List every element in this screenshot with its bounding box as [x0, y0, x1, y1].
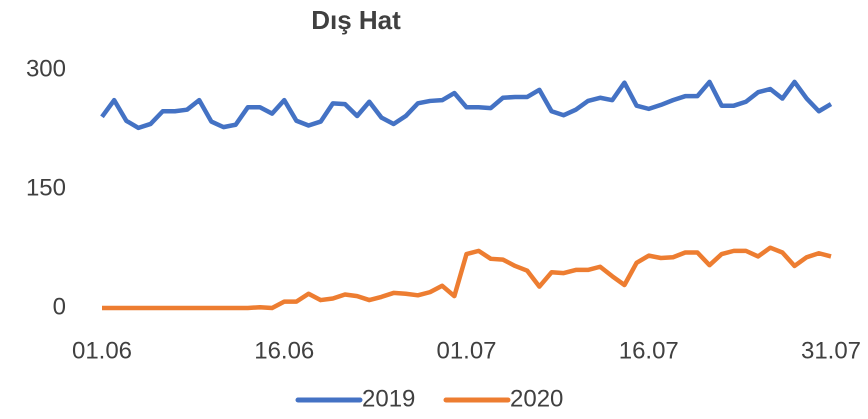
x-tick-label: 31.07: [801, 337, 861, 364]
legend-label: 2019: [362, 385, 415, 412]
x-tick-label: 01.07: [436, 337, 496, 364]
y-tick-label: 300: [26, 55, 66, 82]
legend-label: 2020: [510, 385, 563, 412]
x-tick-label: 16.07: [619, 337, 679, 364]
line-series: [100, 79, 833, 131]
line-series: [102, 245, 832, 311]
chart-title: Dış Hat: [311, 5, 401, 35]
y-tick-label: 0: [53, 293, 66, 320]
y-tick-label: 150: [26, 174, 66, 201]
x-tick-label: 16.06: [254, 337, 314, 364]
x-tick-label: 01.06: [72, 337, 132, 364]
